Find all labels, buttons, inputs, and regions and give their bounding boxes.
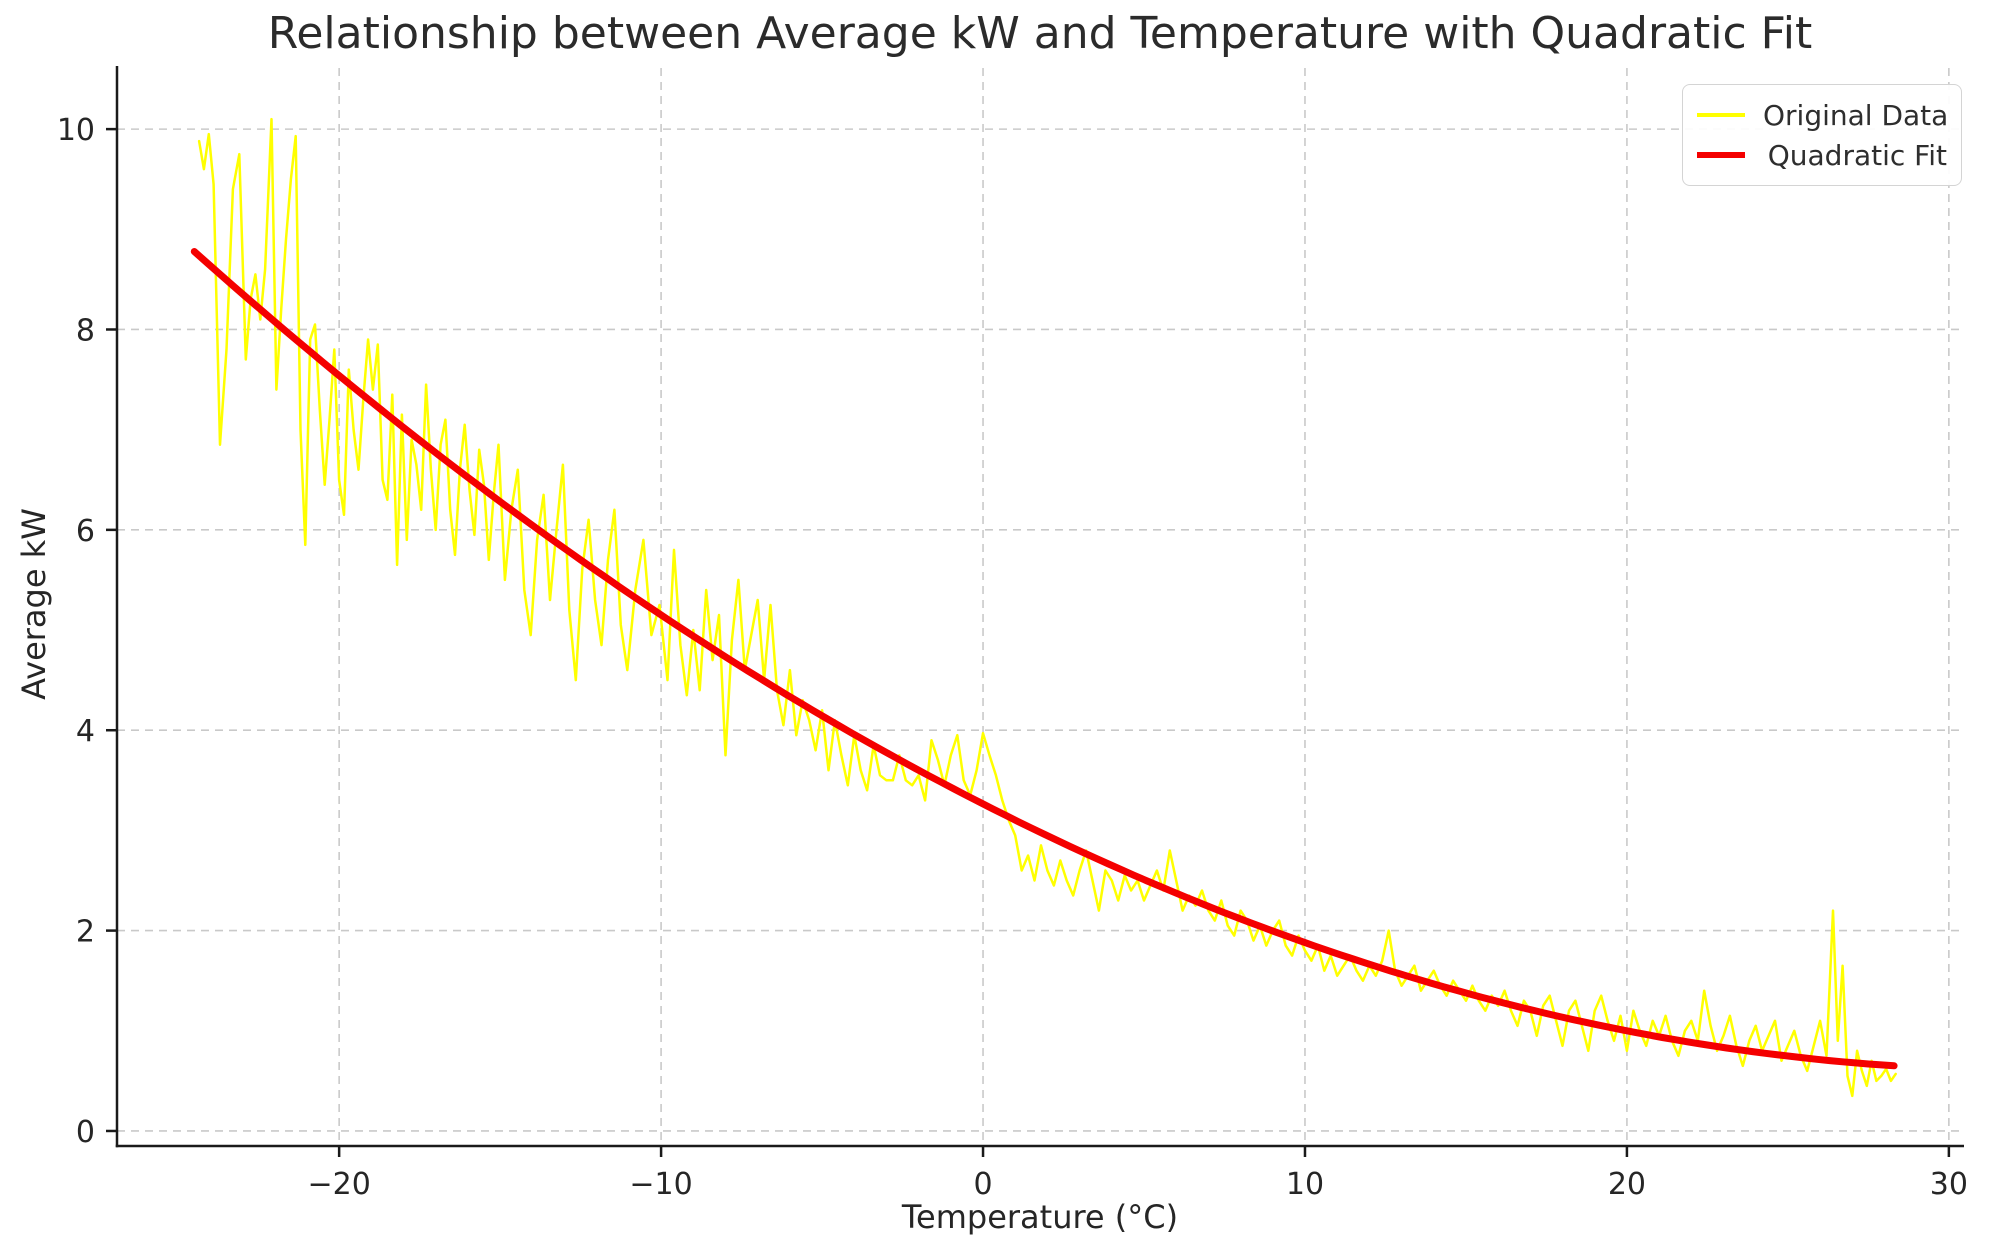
y-tick-label: 10 (57, 113, 95, 148)
legend-item-quadratic-fit: Quadratic Fit (1697, 135, 1947, 175)
x-tick-label: −10 (629, 1167, 692, 1202)
legend-item-original-data: Original Data (1697, 95, 1949, 135)
y-tick-label: 2 (76, 915, 95, 950)
original-data-line (197, 117, 1897, 1098)
quadratic-fit-line (190, 248, 1898, 1070)
x-tick-label: 0 (973, 1167, 992, 1202)
x-tick-label: 30 (1930, 1167, 1968, 1202)
original-data-line-swatch (1697, 113, 1745, 117)
y-tick-label: 6 (76, 514, 95, 549)
y-tick-label: 0 (76, 1115, 95, 1150)
y-axis-label: Average kW (15, 508, 53, 700)
legend-box: Original Data Quadratic Fit (1682, 84, 1962, 186)
chart-title: Relationship between Average kW and Temp… (267, 8, 1813, 59)
x-tick-label: −20 (307, 1167, 370, 1202)
legend-label-quadratic-fit: Quadratic Fit (1767, 138, 1947, 172)
x-tick-label: 20 (1608, 1167, 1646, 1202)
legend-label-original-data: Original Data (1763, 98, 1949, 132)
quadratic-fit-line-swatch (1697, 152, 1745, 158)
x-tick-label: 10 (1286, 1167, 1324, 1202)
x-axis-label: Temperature (°C) (901, 1198, 1179, 1236)
y-tick-label: 4 (76, 714, 95, 749)
y-tick-label: 8 (76, 313, 95, 348)
